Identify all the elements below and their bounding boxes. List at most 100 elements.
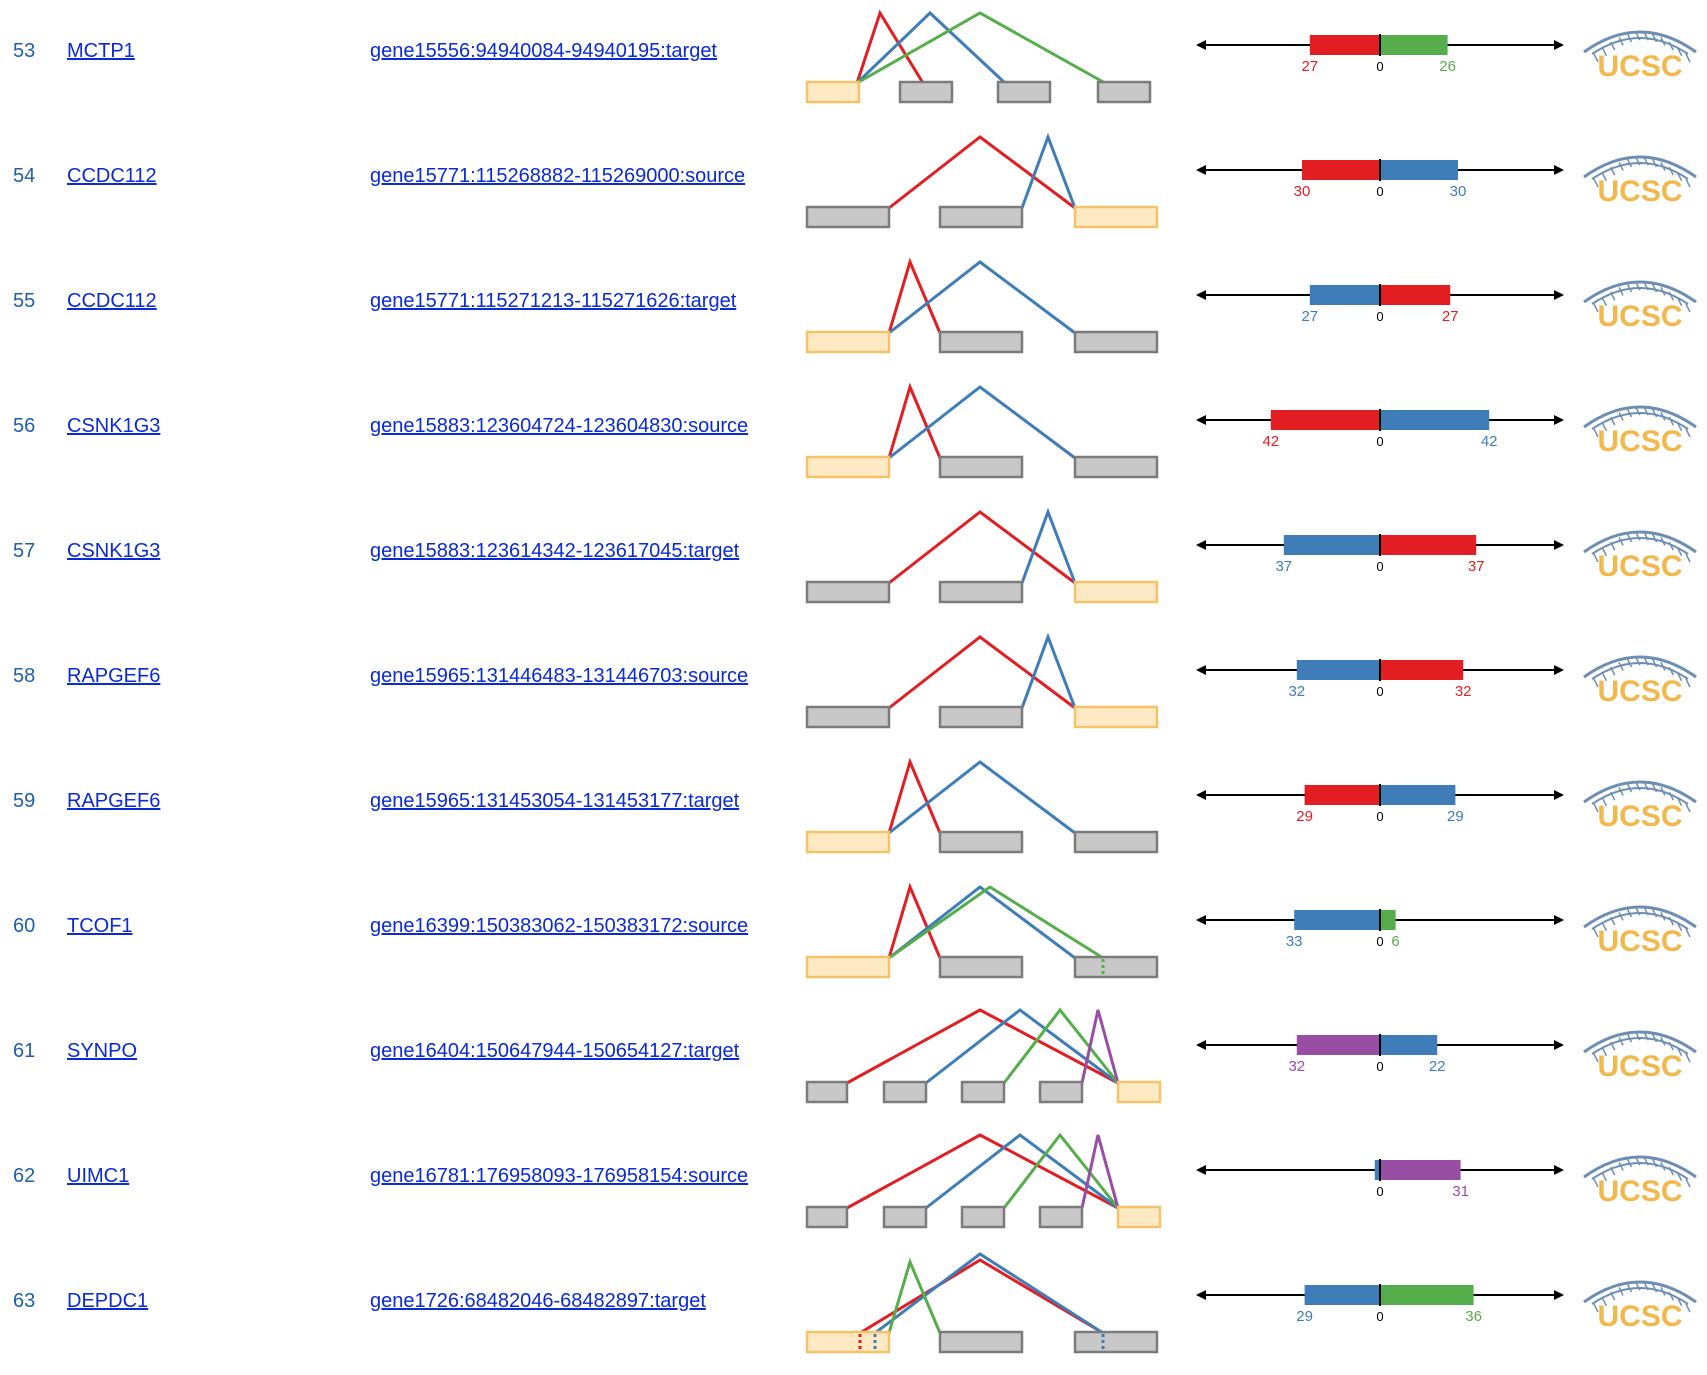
logo-rung [1668, 166, 1674, 176]
logo-rung [1651, 408, 1658, 418]
event-link[interactable]: gene15883:123614342-123617045:target [370, 540, 740, 562]
exon [882, 1205, 928, 1229]
logo-rung [1668, 1291, 1674, 1301]
exon [805, 705, 891, 729]
logo-rung [1643, 656, 1649, 666]
logo-rung [1635, 781, 1641, 791]
ucsc-logo[interactable]: UCSC [1578, 1018, 1702, 1094]
junction-arc-blue [888, 260, 1076, 335]
ucsc-logo[interactable]: UCSC [1578, 268, 1702, 344]
axis-arrow-right [1554, 665, 1564, 675]
event-link[interactable]: gene15883:123604724-123604830:source [370, 415, 749, 437]
gene-link[interactable]: MCTP1 [67, 40, 135, 62]
logo-rung [1643, 156, 1649, 166]
ucsc-logo[interactable]: UCSC [1578, 1143, 1702, 1219]
logo-rung [1643, 281, 1649, 291]
logo-rung [1685, 178, 1691, 188]
logo-rung [1685, 553, 1691, 563]
psi-bar: 29 0 36 [1196, 1284, 1564, 1325]
exon [805, 580, 891, 604]
axis-arrow-right [1554, 1165, 1564, 1175]
event-link[interactable]: gene15965:131446483-131446703:source [370, 665, 749, 687]
axis-arrow-right [1554, 415, 1564, 425]
junction-arc-blue [855, 10, 1007, 85]
logo-text: UCSC [1597, 50, 1682, 83]
row-index: 62 [13, 1165, 36, 1187]
event-link[interactable]: gene15965:131453054-131453177:target [370, 790, 740, 812]
event-link[interactable]: gene15771:115268882-115269000:source [370, 165, 746, 187]
bar-label-zero: 0 [1376, 1184, 1383, 1199]
axis-arrow-left [1196, 40, 1206, 50]
target-exon [1073, 705, 1159, 729]
exon [882, 1080, 928, 1104]
ucsc-logo[interactable]: UCSC [1578, 393, 1702, 469]
ucsc-logo[interactable]: UCSC [1578, 143, 1702, 219]
logo-rung [1643, 781, 1649, 791]
logo-rung [1618, 662, 1624, 671]
logo-rung [1618, 1037, 1624, 1046]
gene-link[interactable]: CSNK1G3 [67, 415, 161, 437]
logo-rung [1668, 541, 1674, 551]
bar-label-right: 27 [1442, 308, 1459, 325]
bar-label-zero: 0 [1376, 434, 1383, 449]
gene-link[interactable]: SYNPO [67, 1040, 138, 1062]
ucsc-logo[interactable]: UCSC [1578, 893, 1702, 969]
table-row: 59 RAPGEF6 gene15965:131453054-131453177:t… [0, 750, 1707, 875]
junction-arc-green [888, 885, 1104, 960]
logo-rung [1668, 1166, 1674, 1176]
bar-label-right: 32 [1455, 683, 1472, 700]
exon [960, 1205, 1006, 1229]
table-row: 58 RAPGEF6 gene15965:131446483-131446703:s… [0, 625, 1707, 750]
table-row: 55 CCDC112 gene15771:115271213-115271626:t… [0, 250, 1707, 375]
event-link[interactable]: gene16399:150383062-150383172:source [370, 915, 749, 937]
gene-link[interactable]: UIMC1 [67, 1165, 130, 1187]
logo-rung [1651, 1033, 1658, 1043]
logo-arc-outer [1583, 905, 1697, 929]
logo-rung [1601, 672, 1608, 682]
psi-bar: 32 0 32 [1196, 659, 1564, 700]
target-exon [805, 955, 891, 979]
ucsc-logo[interactable]: UCSC [1578, 643, 1702, 719]
junction-arc-blue [888, 760, 1076, 835]
bar-label-right: 22 [1429, 1058, 1446, 1075]
gene-link[interactable]: RAPGEF6 [67, 790, 161, 812]
exon [1038, 1080, 1084, 1104]
logo-rung [1651, 1158, 1658, 1168]
gene-link[interactable]: CCDC112 [67, 165, 157, 187]
logo-rung [1660, 662, 1666, 671]
logo-rung [1626, 283, 1633, 293]
ucsc-logo[interactable]: UCSC [1578, 1268, 1702, 1344]
splice-diagram [805, 882, 1159, 979]
event-link[interactable]: gene15556:94940084-94940195:target [370, 40, 717, 62]
logo-text: UCSC [1597, 675, 1682, 708]
bar-segment-left [1304, 785, 1380, 805]
logo-rung [1601, 797, 1608, 807]
ucsc-logo[interactable]: UCSC [1578, 768, 1702, 844]
bar-segment-left [1283, 535, 1380, 555]
event-link[interactable]: gene16404:150647944-150654127:target [370, 1040, 740, 1062]
event-link[interactable]: gene1726:68482046-68482897:target [370, 1290, 706, 1312]
exon [938, 205, 1024, 229]
bar-label-left: 30 [1294, 183, 1311, 200]
logo-rung [1676, 47, 1683, 57]
junction-arc-red [855, 9, 925, 84]
event-link[interactable]: gene16781:176958093-176958154:source [370, 1165, 749, 1187]
gene-link[interactable]: TCOF1 [67, 915, 133, 937]
psi-bar: 32 0 22 [1196, 1034, 1564, 1075]
ucsc-logo[interactable]: UCSC [1578, 18, 1702, 94]
logo-rung [1626, 408, 1633, 418]
logo-rung [1618, 1162, 1624, 1171]
gene-link[interactable]: CSNK1G3 [67, 540, 161, 562]
exon [996, 80, 1052, 104]
gene-link[interactable]: DEPDC1 [67, 1290, 149, 1312]
gene-link[interactable]: CCDC112 [67, 290, 157, 312]
bar-segment-left [1309, 285, 1380, 305]
event-link[interactable]: gene15771:115271213-115271626:target [370, 290, 737, 312]
logo-rung [1593, 53, 1599, 63]
psi-bar: 30 0 30 [1196, 159, 1564, 200]
logo-rung [1618, 412, 1624, 421]
gene-link[interactable]: RAPGEF6 [67, 665, 161, 687]
junction-arc-green [887, 1257, 942, 1334]
logo-rung [1635, 31, 1641, 41]
ucsc-logo[interactable]: UCSC [1578, 518, 1702, 594]
